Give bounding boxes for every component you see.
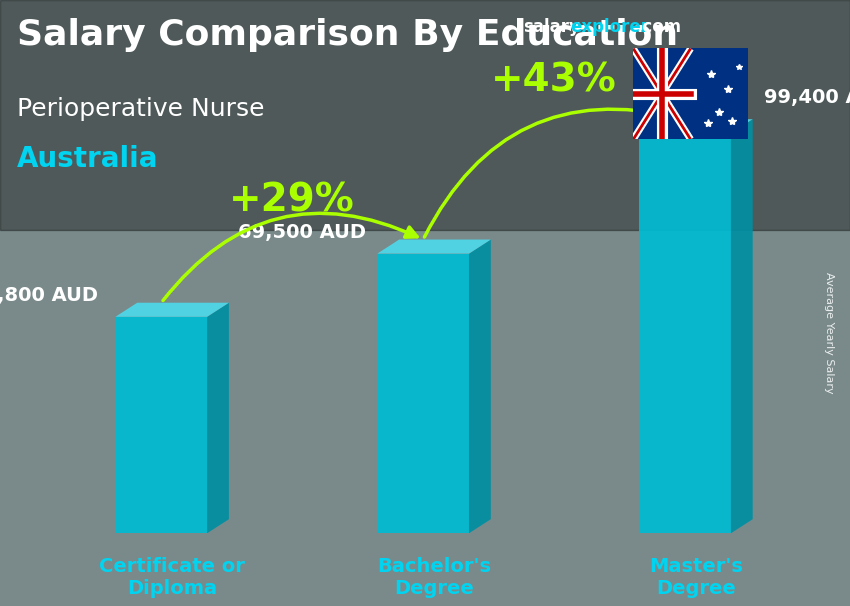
Text: Certificate or
Diploma: Certificate or Diploma bbox=[99, 558, 245, 598]
Polygon shape bbox=[116, 317, 207, 533]
Text: 53,800 AUD: 53,800 AUD bbox=[0, 285, 98, 305]
Polygon shape bbox=[469, 239, 490, 533]
Text: explorer: explorer bbox=[570, 18, 649, 36]
Text: Master's
Degree: Master's Degree bbox=[649, 558, 743, 598]
Text: Bachelor's
Degree: Bachelor's Degree bbox=[377, 558, 491, 598]
Polygon shape bbox=[377, 254, 469, 533]
Text: .com: .com bbox=[636, 18, 681, 36]
Polygon shape bbox=[639, 119, 753, 133]
Text: Average Yearly Salary: Average Yearly Salary bbox=[824, 273, 834, 394]
Text: 69,500 AUD: 69,500 AUD bbox=[238, 222, 366, 242]
Text: Australia: Australia bbox=[17, 145, 158, 173]
Polygon shape bbox=[731, 119, 753, 533]
Text: 99,400 AUD: 99,400 AUD bbox=[763, 88, 850, 107]
Text: Salary Comparison By Education: Salary Comparison By Education bbox=[17, 18, 678, 52]
Text: Perioperative Nurse: Perioperative Nurse bbox=[17, 97, 264, 121]
Polygon shape bbox=[207, 303, 229, 533]
Polygon shape bbox=[377, 239, 490, 254]
Text: +29%: +29% bbox=[230, 182, 355, 220]
Text: +43%: +43% bbox=[491, 62, 617, 99]
Text: salary: salary bbox=[523, 18, 580, 36]
Polygon shape bbox=[116, 303, 229, 317]
Polygon shape bbox=[639, 133, 731, 533]
